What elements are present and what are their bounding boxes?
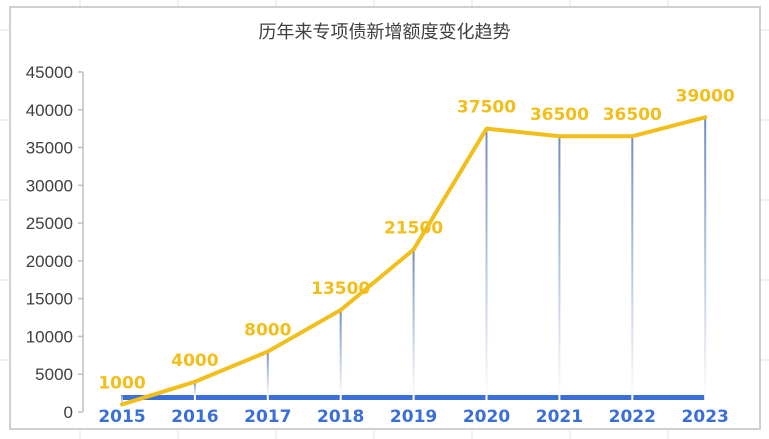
x-tick-label: 2017 (244, 407, 291, 427)
data-point (120, 402, 124, 406)
y-tick-label: 35000 (26, 139, 73, 158)
data-label: 36500 (530, 105, 589, 125)
y-tick-label: 30000 (26, 176, 73, 195)
data-point (339, 308, 343, 312)
data-point (703, 115, 707, 119)
data-point (485, 127, 488, 131)
y-tick-label: 40000 (26, 101, 73, 120)
chart-area[interactable] (9, 6, 761, 430)
data-point (266, 350, 270, 354)
data-label: 36500 (603, 105, 662, 125)
y-tick-label: 20000 (26, 252, 73, 271)
category-axis-segment (560, 395, 632, 400)
data-label: 13500 (311, 279, 370, 299)
data-label: 37500 (457, 98, 516, 118)
category-axis-segment (268, 395, 340, 400)
x-tick-label: 2021 (536, 407, 583, 427)
data-label: 1000 (98, 373, 145, 393)
chart-title: 历年来专项债新增额度变化趋势 (258, 22, 511, 43)
data-point (193, 380, 197, 384)
x-tick-label: 2018 (317, 407, 364, 427)
data-label: 8000 (244, 321, 291, 341)
data-label: 21500 (384, 219, 443, 239)
x-tick-label: 2023 (682, 407, 729, 427)
data-label: 39000 (676, 86, 735, 106)
x-tick-label: 2019 (390, 407, 437, 427)
y-tick-label: 5000 (35, 365, 73, 384)
data-point (557, 134, 561, 138)
data-label: 4000 (171, 351, 218, 371)
category-axis-segment (195, 395, 267, 400)
category-axis-segment (487, 395, 559, 400)
y-tick-label: 45000 (26, 63, 73, 82)
category-axis-segment (633, 395, 705, 400)
data-point (630, 134, 634, 138)
x-tick-label: 2016 (171, 407, 218, 427)
x-tick-label: 2020 (463, 407, 510, 427)
y-tick-label: 10000 (26, 327, 73, 346)
x-tick-label: 2022 (609, 407, 656, 427)
category-axis-segment (414, 395, 486, 400)
x-tick-label: 2015 (98, 407, 145, 427)
data-point (412, 248, 416, 252)
y-tick-label: 25000 (26, 214, 73, 233)
y-tick-label: 15000 (26, 290, 73, 309)
category-axis-segment (341, 395, 413, 400)
category-axis-segment (123, 395, 194, 400)
y-tick-label: 0 (64, 403, 73, 422)
